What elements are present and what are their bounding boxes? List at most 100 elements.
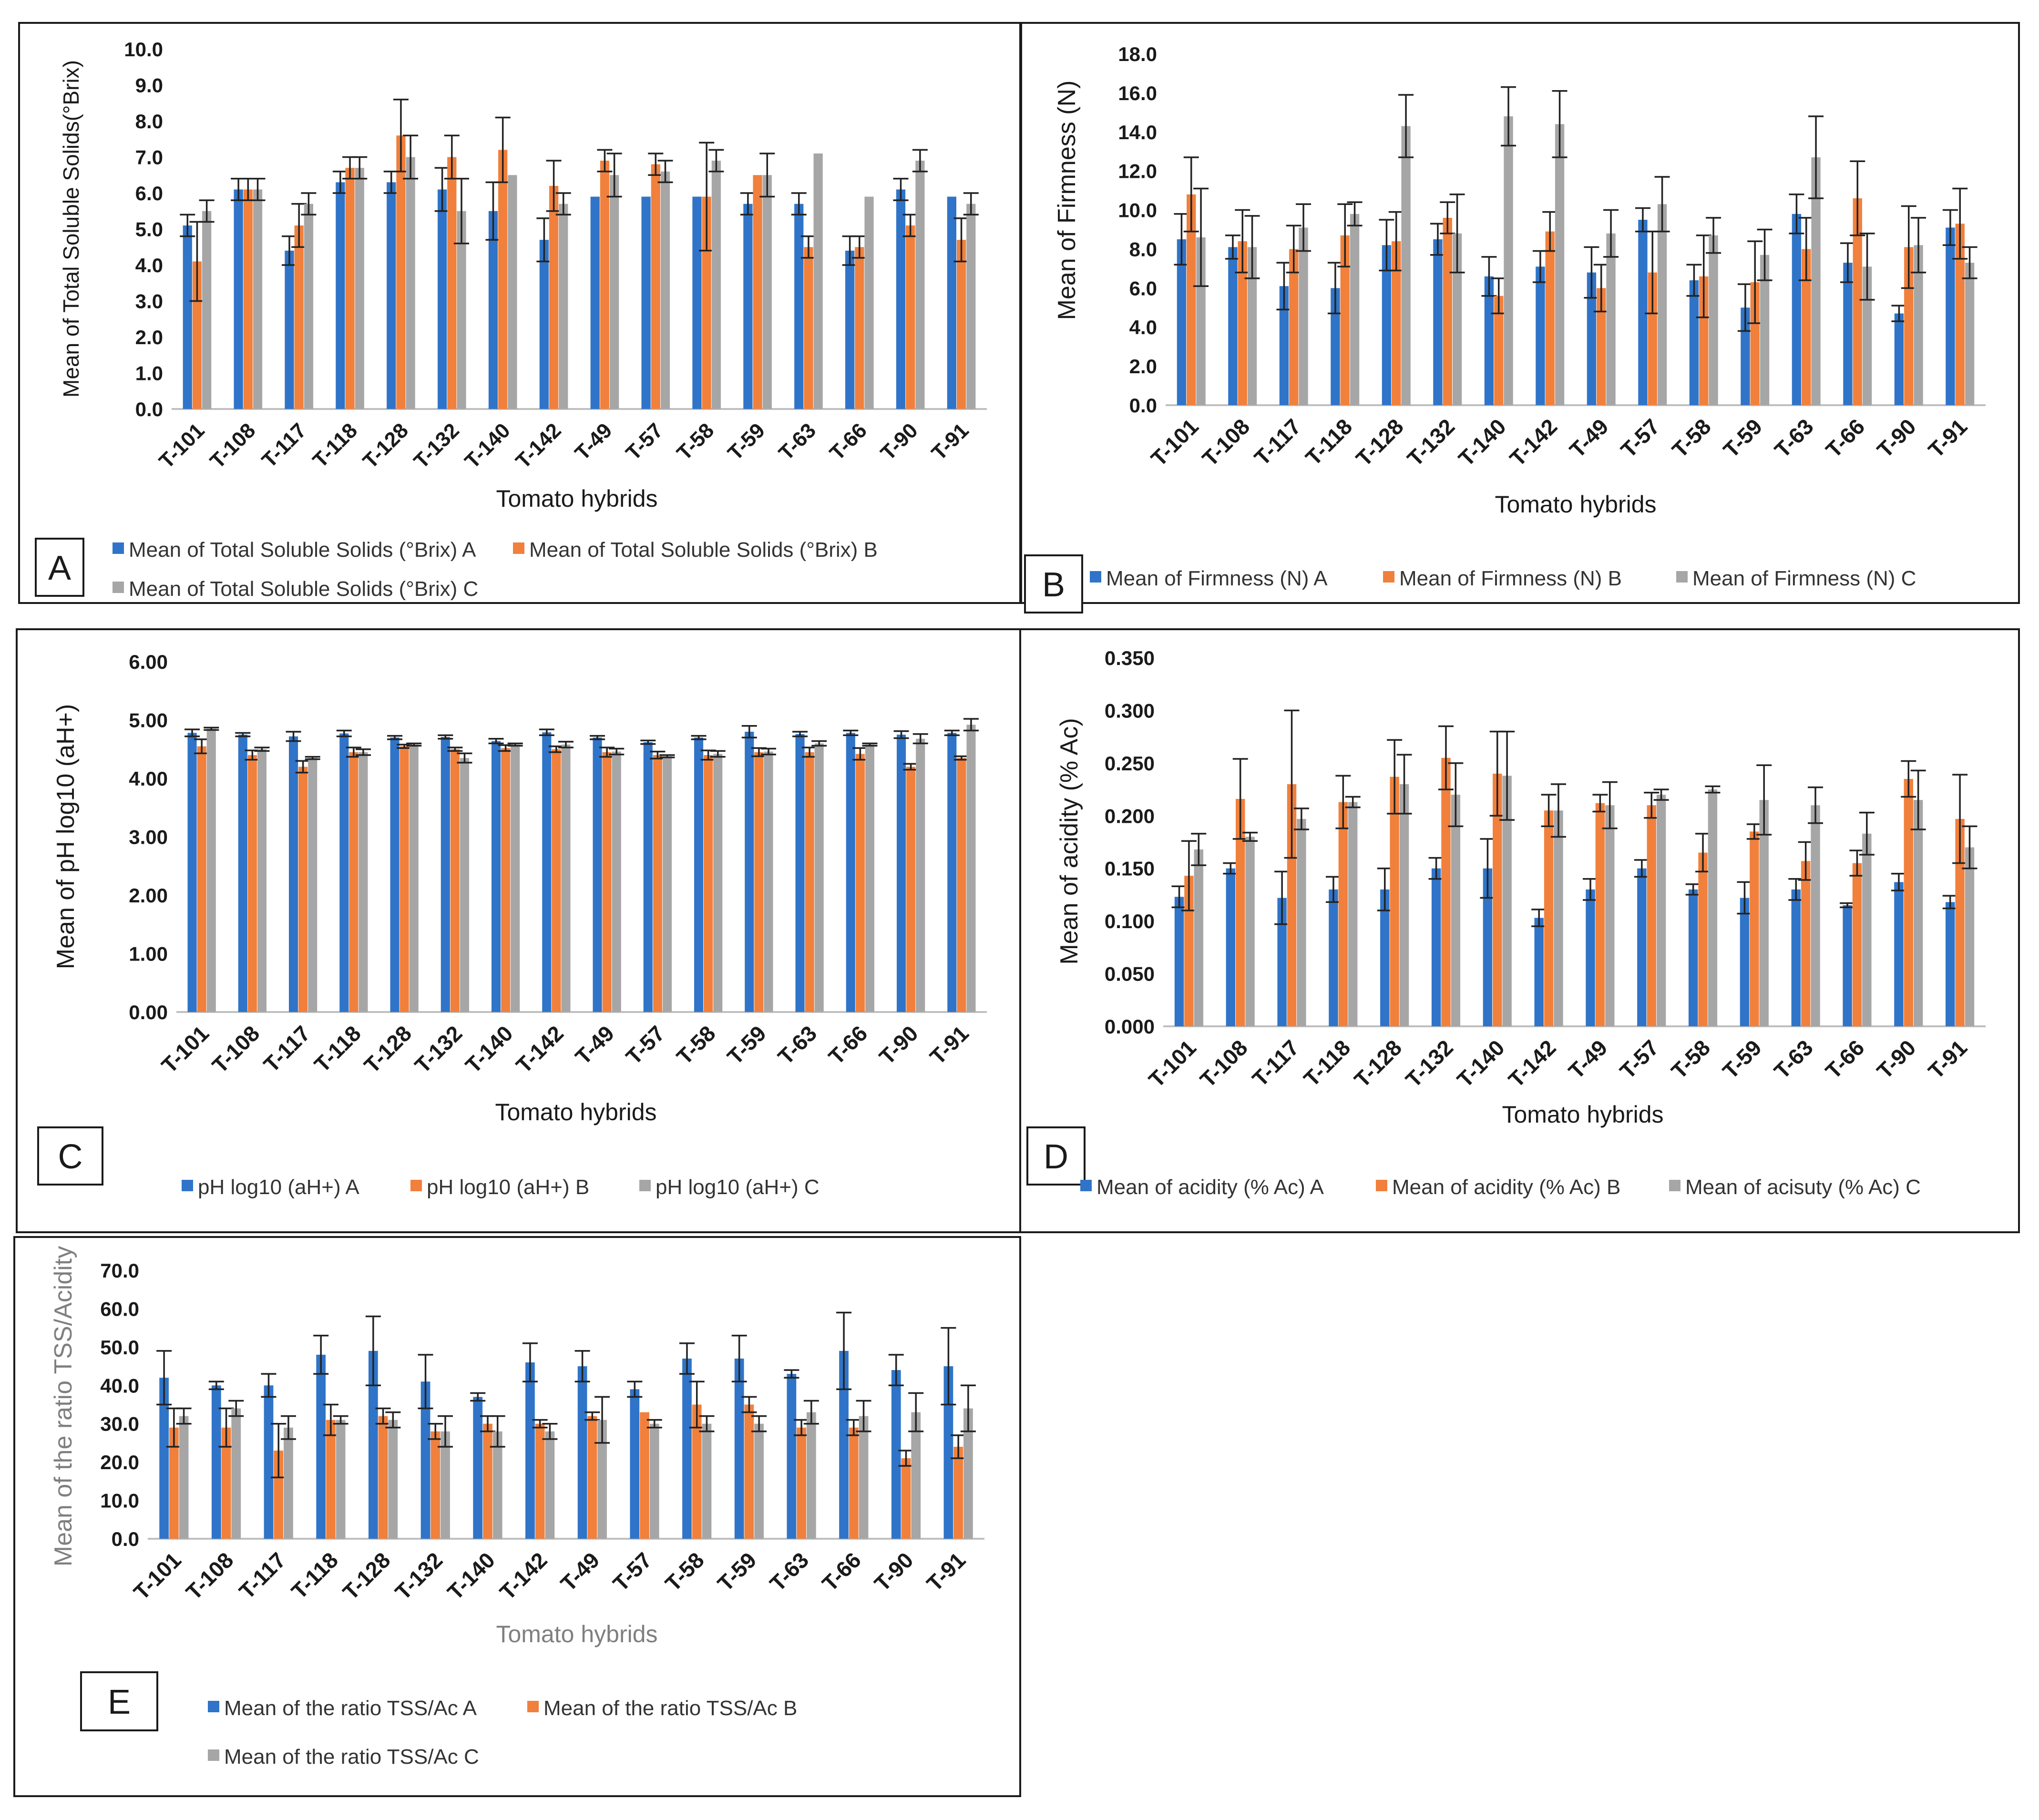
y-tick-label: 0.000	[1105, 1015, 1155, 1038]
y-tick-label: 14.0	[1118, 121, 1157, 143]
bar	[508, 175, 517, 409]
bar	[1299, 227, 1308, 405]
legend-entry: pH log10 (aH+) B	[427, 1176, 589, 1199]
bar	[197, 746, 206, 1012]
bar	[610, 175, 619, 409]
bar	[1494, 296, 1504, 405]
bar	[1350, 214, 1360, 405]
bar	[253, 189, 263, 409]
series-b	[194, 738, 969, 1012]
bar	[1431, 868, 1441, 1026]
bar	[1177, 239, 1187, 405]
bar	[304, 204, 314, 409]
bar	[288, 736, 298, 1012]
bar	[387, 182, 396, 409]
y-tick-label: 0.350	[1105, 647, 1155, 669]
bar	[1392, 241, 1401, 405]
bar	[159, 1378, 169, 1539]
y-tick-label: 3.0	[135, 290, 163, 313]
bar	[1534, 918, 1544, 1026]
bar	[179, 1416, 189, 1539]
bar	[713, 754, 723, 1012]
bar	[257, 749, 267, 1012]
bar	[859, 1416, 869, 1539]
y-tick-label: 9.0	[135, 74, 163, 97]
bar	[457, 211, 466, 409]
bar	[420, 1381, 430, 1539]
bar	[552, 749, 561, 1012]
y-tick-label: 5.00	[129, 709, 168, 732]
bar	[234, 189, 243, 409]
bar	[561, 744, 571, 1012]
bar	[953, 1446, 963, 1539]
series-a	[1174, 194, 1958, 405]
panel-frame	[1020, 22, 2020, 604]
y-tick-label: 1.00	[129, 943, 168, 965]
legend-entry: Mean of Total Soluble Solids (°Brix) C	[129, 577, 478, 601]
bar	[211, 1385, 221, 1539]
bar	[1545, 231, 1555, 405]
bar	[1637, 868, 1647, 1026]
bar	[1946, 227, 1955, 405]
bar	[1196, 237, 1206, 405]
bar	[1605, 805, 1615, 1026]
bar	[702, 1423, 712, 1539]
chart-panel-d: 0.000 0.050 0.100 0.150 0.200 0.250 0.300 0.350…	[1019, 628, 2020, 1233]
bar	[745, 732, 754, 1012]
bar	[1247, 247, 1257, 405]
y-tick-label: 0.0	[135, 398, 163, 420]
bar	[1329, 889, 1338, 1026]
bar	[754, 752, 764, 1012]
y-axis-title: Mean of Total Soluble Solids(°Brix)	[59, 60, 83, 398]
bar	[711, 161, 721, 409]
series-c	[1191, 730, 1978, 1026]
y-tick-label: 50.0	[100, 1336, 139, 1359]
bar	[336, 1420, 346, 1539]
bar	[587, 1416, 597, 1539]
y-tick-label: 40.0	[100, 1374, 139, 1397]
panel-frame	[1019, 628, 2020, 1233]
bar	[1452, 233, 1462, 405]
bar	[460, 758, 470, 1012]
bar	[1965, 847, 1975, 1026]
bar	[1862, 266, 1872, 405]
bar	[169, 1427, 179, 1539]
bar	[1689, 280, 1699, 405]
legend-swatch	[527, 1701, 539, 1712]
y-tick-label: 2.00	[129, 884, 168, 907]
bar	[1380, 889, 1390, 1026]
bar	[966, 204, 976, 409]
bar	[206, 728, 216, 1012]
bar	[1483, 868, 1493, 1026]
bar	[915, 161, 925, 409]
bar	[1709, 235, 1718, 405]
panel-badge	[1024, 554, 1083, 613]
bar	[1843, 263, 1853, 405]
bar	[1587, 272, 1597, 405]
bar	[264, 1385, 274, 1539]
bar	[916, 738, 925, 1012]
bar	[274, 1451, 284, 1539]
bar	[1194, 849, 1203, 1026]
y-axis-title: Mean of pH log10 (aH+)	[52, 704, 80, 969]
bar	[612, 751, 621, 1012]
bar	[1913, 800, 1923, 1026]
bar	[1647, 805, 1656, 1026]
legend-entry: pH log10 (aH+) A	[198, 1176, 359, 1199]
series-a	[184, 725, 960, 1012]
bar	[813, 153, 823, 409]
bar	[368, 1350, 378, 1539]
bar	[388, 1420, 398, 1539]
bar	[1699, 276, 1709, 405]
bar	[692, 1404, 702, 1539]
bar	[406, 157, 415, 409]
bar	[597, 1420, 607, 1539]
bar	[1484, 276, 1494, 405]
panel-letter: D	[1044, 1138, 1068, 1176]
y-tick-label: 12.0	[1118, 160, 1157, 183]
bar	[764, 751, 773, 1012]
legend-swatch	[1669, 1180, 1680, 1191]
series-a	[1171, 838, 1958, 1026]
bar	[845, 250, 855, 409]
